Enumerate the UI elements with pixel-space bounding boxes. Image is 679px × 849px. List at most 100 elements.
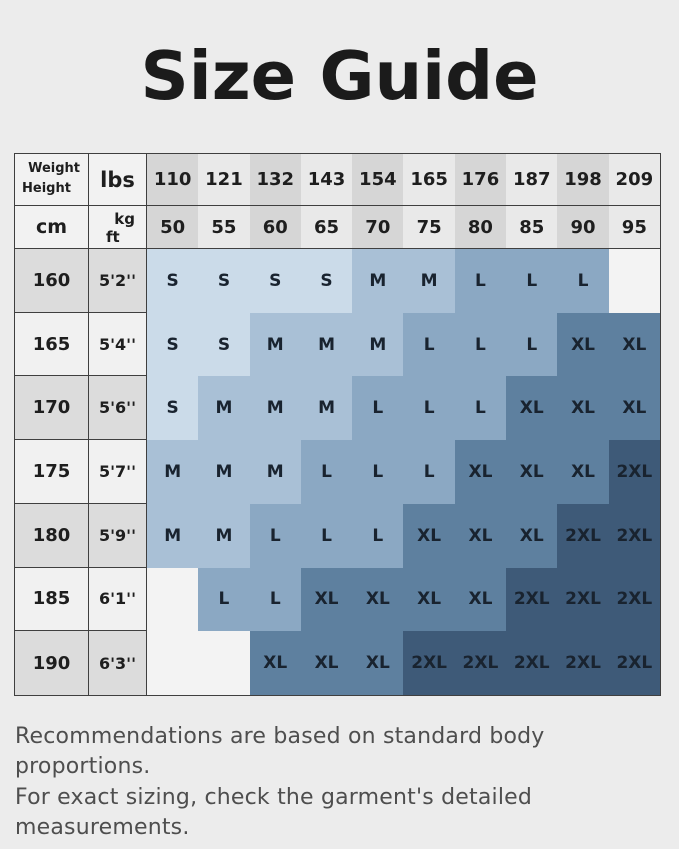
size-cell: XL — [506, 503, 558, 568]
height-cm-value: 170 — [15, 376, 89, 441]
height-axis-label: Height — [22, 181, 71, 196]
size-cell: 2XL — [608, 503, 660, 568]
weight-lbs-header: 165 — [403, 154, 455, 206]
size-cell: L — [300, 503, 353, 568]
size-cell: XL — [608, 376, 660, 441]
size-cell: XL — [506, 440, 558, 504]
weight-lbs-header: 154 — [352, 154, 404, 206]
kg-unit-label: kg — [114, 210, 135, 228]
size-cell: M — [147, 440, 199, 504]
size-cell: XL — [403, 503, 455, 568]
lbs-unit-header: lbs — [89, 154, 147, 206]
size-cell — [147, 567, 199, 632]
size-table: Weight Height lbs 110 121 132 143 154 165 176 187 1… — [14, 153, 661, 696]
weight-kg-header: 80 — [454, 206, 507, 249]
size-cell: L — [352, 440, 404, 504]
size-cell: 2XL — [557, 567, 609, 632]
size-cell: S — [147, 376, 199, 441]
weight-lbs-header: 187 — [506, 154, 558, 206]
size-cell: XL — [608, 312, 660, 377]
page-title: Size Guide — [140, 37, 539, 115]
height-ft-value: 5'7'' — [89, 440, 147, 504]
size-cell — [198, 631, 250, 695]
cm-unit-header: cm — [15, 206, 89, 249]
size-cell: L — [352, 503, 404, 568]
weight-kg-header: 65 — [300, 206, 353, 249]
size-cell: XL — [352, 567, 404, 632]
size-cell: XL — [249, 631, 301, 695]
height-ft-value: 5'4'' — [89, 312, 147, 377]
size-cell: L — [249, 503, 301, 568]
size-cell: M — [249, 376, 301, 441]
size-cell: 2XL — [608, 631, 660, 695]
size-cell: 2XL — [403, 631, 455, 695]
height-ft-value: 5'9'' — [89, 503, 147, 568]
height-cm-value: 180 — [15, 503, 89, 568]
size-cell: S — [300, 249, 353, 313]
height-ft-value: 5'2'' — [89, 249, 147, 313]
size-cell — [147, 631, 199, 695]
weight-lbs-header: 121 — [198, 154, 250, 206]
size-cell: L — [249, 567, 301, 632]
weight-kg-header: 90 — [557, 206, 609, 249]
weight-lbs-header: 209 — [608, 154, 660, 206]
size-cell: 2XL — [557, 503, 609, 568]
height-cm-value: 160 — [15, 249, 89, 313]
height-cm-value: 185 — [15, 567, 89, 632]
size-cell: XL — [506, 376, 558, 441]
weight-kg-header: 55 — [198, 206, 250, 249]
size-cell: L — [300, 440, 353, 504]
size-cell: M — [147, 503, 199, 568]
weight-kg-header: 50 — [147, 206, 199, 249]
weight-lbs-header: 176 — [454, 154, 507, 206]
size-cell: M — [198, 503, 250, 568]
weight-kg-header: 95 — [608, 206, 660, 249]
weight-kg-header: 70 — [352, 206, 404, 249]
weight-axis-label: Weight — [28, 161, 80, 176]
weight-kg-header: 85 — [506, 206, 558, 249]
weight-kg-header: 75 — [403, 206, 455, 249]
size-cell: M — [300, 312, 353, 377]
size-cell: M — [352, 249, 404, 313]
footer-line-2: For exact sizing, check the garment's de… — [15, 784, 533, 841]
size-cell: XL — [557, 376, 609, 441]
size-cell: S — [198, 249, 250, 313]
ft-unit-label: ft — [106, 228, 120, 246]
weight-lbs-header: 110 — [147, 154, 199, 206]
height-cm-value: 175 — [15, 440, 89, 504]
size-cell: S — [198, 312, 250, 377]
size-cell: M — [352, 312, 404, 377]
size-cell: 2XL — [557, 631, 609, 695]
size-cell — [608, 249, 660, 313]
size-cell: L — [506, 249, 558, 313]
size-cell: L — [403, 440, 455, 504]
kg-ft-unit-cell: kg ft — [89, 206, 147, 249]
weight-lbs-header: 132 — [249, 154, 301, 206]
size-cell: XL — [557, 440, 609, 504]
footer-note: Recommendations are based on standard bo… — [15, 722, 679, 843]
height-ft-value: 5'6'' — [89, 376, 147, 441]
height-cm-value: 165 — [15, 312, 89, 377]
size-cell: S — [147, 312, 199, 377]
height-cm-value: 190 — [15, 631, 89, 695]
height-ft-value: 6'1'' — [89, 567, 147, 632]
size-cell: M — [198, 376, 250, 441]
size-cell: XL — [300, 631, 353, 695]
size-cell: M — [249, 440, 301, 504]
size-cell: L — [506, 312, 558, 377]
size-cell: 2XL — [608, 567, 660, 632]
size-cell: 2XL — [506, 567, 558, 632]
size-cell: M — [249, 312, 301, 377]
corner-weight-height-cell: Weight Height — [15, 154, 89, 206]
weight-lbs-header: 143 — [300, 154, 353, 206]
size-cell: L — [454, 376, 507, 441]
footer-line-1: Recommendations are based on standard bo… — [15, 724, 545, 780]
size-cell: 2XL — [454, 631, 507, 695]
size-cell: S — [249, 249, 301, 313]
size-cell: 2XL — [506, 631, 558, 695]
size-cell: XL — [454, 440, 507, 504]
size-cell: L — [198, 567, 250, 632]
size-cell: M — [300, 376, 353, 441]
size-cell: M — [403, 249, 455, 313]
